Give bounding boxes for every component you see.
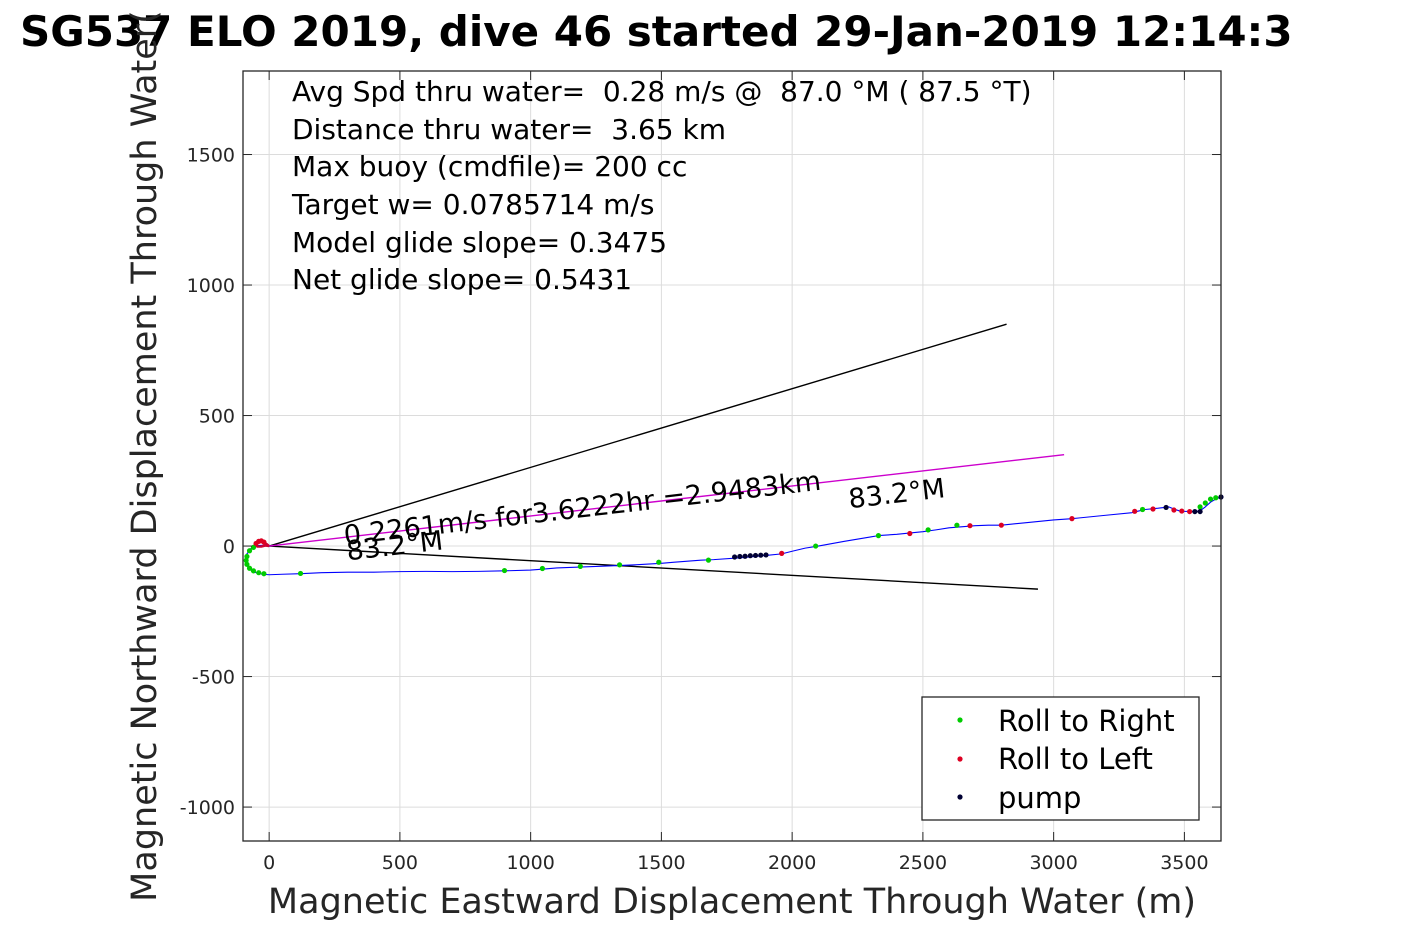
roll-to-right-point: [244, 561, 250, 567]
roll-to-right-point: [246, 565, 253, 571]
roll-to-right-point: [243, 557, 249, 564]
legend-label-roll-right: Roll to Right: [998, 704, 1175, 738]
roll-to-left-point: [1187, 508, 1193, 515]
roll-to-left-point: [967, 523, 973, 529]
tick-marks: [243, 71, 1221, 841]
pump-point: [758, 552, 764, 558]
y-tick-label: 500: [199, 406, 235, 428]
info-max-buoy: Max buoy (cmdfile)= 200 cc: [292, 150, 687, 183]
pump-point: [752, 552, 759, 559]
legend-label-pump: pump: [998, 781, 1081, 815]
y-tick-label: 0: [223, 536, 235, 558]
pump-point: [1163, 504, 1169, 511]
roll-to-right-point: [656, 559, 662, 565]
info-net-glide-slope: Net glide slope= 0.5431: [292, 263, 632, 296]
lower-envelope-line: [269, 545, 1038, 590]
mean-heading-line: [269, 453, 1065, 547]
pump-point: [763, 552, 769, 558]
roll-pump-markers: [243, 494, 1224, 577]
pump-point: [742, 553, 748, 559]
roll-to-left-point: [261, 539, 267, 545]
upper-envelope-line: [268, 323, 1007, 547]
info-model-glide-slope: Model glide slope= 0.3475: [292, 226, 667, 259]
y-tick-label: -500: [192, 667, 235, 689]
x-tick-label: 3000: [1029, 852, 1077, 874]
roll-to-right-point: [250, 568, 257, 574]
roll-to-right-point: [577, 563, 583, 570]
roll-to-left-point: [1132, 508, 1138, 514]
x-axis-label: Magnetic Eastward Displacement Through W…: [268, 882, 1196, 922]
x-tick-label: 1000: [506, 852, 554, 874]
x-tick-label: 500: [382, 852, 418, 874]
plot-frame: [242, 70, 1222, 842]
chart-title: SG537 ELO 2019, dive 46 started 29-Jan-2…: [20, 7, 1293, 56]
legend-marker-roll-right: [957, 717, 963, 723]
roll-to-left-point: [1171, 507, 1177, 513]
legend-label-roll-left: Roll to Left: [998, 742, 1153, 776]
pump-point: [737, 553, 743, 560]
roll-to-right-point: [1139, 506, 1146, 513]
roll-to-right-point: [616, 562, 623, 568]
roll-to-right-point: [925, 527, 931, 533]
legend-box: [921, 696, 1200, 821]
roll-to-right-point: [954, 522, 960, 528]
y-axis-label: Magnetic Northward Displacement Through …: [125, 10, 165, 902]
roll-to-left-point: [1150, 506, 1156, 512]
info-distance: Distance thru water= 3.65 km: [292, 113, 726, 146]
x-tick-label: 2000: [768, 852, 816, 874]
roll-to-right-point: [705, 557, 712, 563]
roll-to-right-point: [875, 533, 882, 539]
roll-to-left-point: [1069, 516, 1075, 522]
roll-to-right-point: [1207, 496, 1214, 502]
pump-point: [732, 554, 738, 560]
roll-to-right-point: [1197, 504, 1203, 510]
info-avg-speed: Avg Spd thru water= 0.28 m/s @ 87.0 °M (…: [292, 75, 1032, 108]
roll-to-right-point: [297, 570, 304, 577]
info-target-w: Target w= 0.0785714 m/s: [291, 188, 654, 221]
pump-point: [1197, 508, 1203, 515]
x-tick-labels: 0 500 1000 1500 2000 2500 3000 3500: [263, 852, 1208, 874]
roll-to-left-point: [998, 522, 1004, 528]
pump-point: [747, 553, 753, 559]
legend-marker-pump: [957, 794, 963, 800]
legend-marker-roll-left: [957, 756, 963, 762]
x-tick-label: 2500: [899, 852, 947, 874]
info-text-block: Avg Spd thru water= 0.28 m/s @ 87.0 °M (…: [291, 75, 1032, 296]
roll-to-right-point: [1213, 495, 1219, 501]
roll-to-right-point: [250, 544, 257, 550]
y-tick-label: -1000: [180, 797, 235, 819]
roll-to-left-point: [907, 530, 913, 537]
x-tick-label: 1500: [637, 852, 685, 874]
roll-to-left-point: [779, 550, 785, 556]
roll-to-right-point: [501, 567, 508, 574]
y-tick-label: 1000: [187, 275, 235, 297]
roll-to-right-point: [244, 553, 250, 560]
legend: Roll to Right Roll to Left pump: [921, 696, 1200, 821]
roll-to-left-point: [1179, 508, 1185, 514]
reference-lines: [268, 323, 1065, 590]
pump-point: [1192, 508, 1198, 515]
y-tick-label: 1500: [187, 145, 235, 167]
roll-to-right-point: [261, 571, 267, 577]
x-tick-label: 3500: [1160, 852, 1208, 874]
roll-to-right-point: [1202, 500, 1208, 506]
roll-to-right-point: [246, 548, 253, 554]
y-tick-labels: -1000 -500 0 500 1000 1500: [180, 145, 235, 820]
roll-to-right-point: [813, 543, 819, 549]
roll-to-right-point: [539, 565, 546, 572]
x-tick-label: 0: [263, 852, 275, 874]
roll-to-right-point: [256, 570, 262, 576]
